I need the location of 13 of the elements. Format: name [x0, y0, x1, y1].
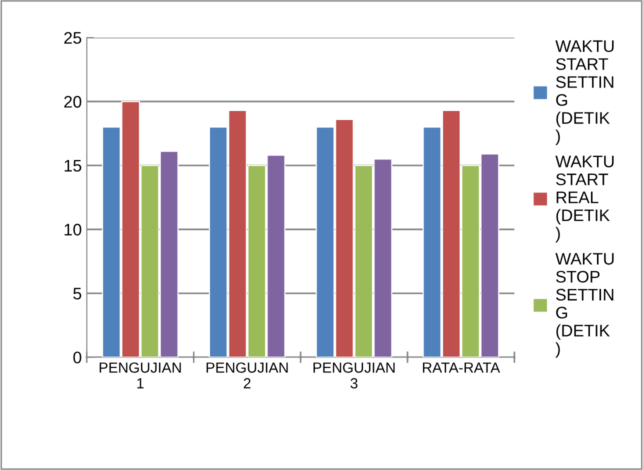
y-tick-label: 5 [73, 288, 82, 300]
legend-label: WAKTU START REAL (DETIK) [555, 156, 614, 242]
y-tick-label: 25 [64, 32, 82, 44]
legend-label: WAKTU START SETTING (DETIK) [555, 40, 614, 146]
legend-label: WAKTU STOP SETTING (DETIK) [555, 253, 614, 358]
y-tick-label: 15 [64, 160, 82, 172]
y-tick-label: 20 [64, 96, 82, 108]
x-tick-label: PENGUJIAN 2 [206, 362, 288, 388]
x-tick-label: PENGUJIAN 1 [100, 362, 181, 388]
x-tick-label: RATA-RATA [422, 362, 500, 373]
y-tick-label: 0 [73, 352, 82, 364]
y-tick-label: 10 [64, 224, 82, 236]
x-tick-label: PENGUJIAN 3 [314, 362, 395, 388]
